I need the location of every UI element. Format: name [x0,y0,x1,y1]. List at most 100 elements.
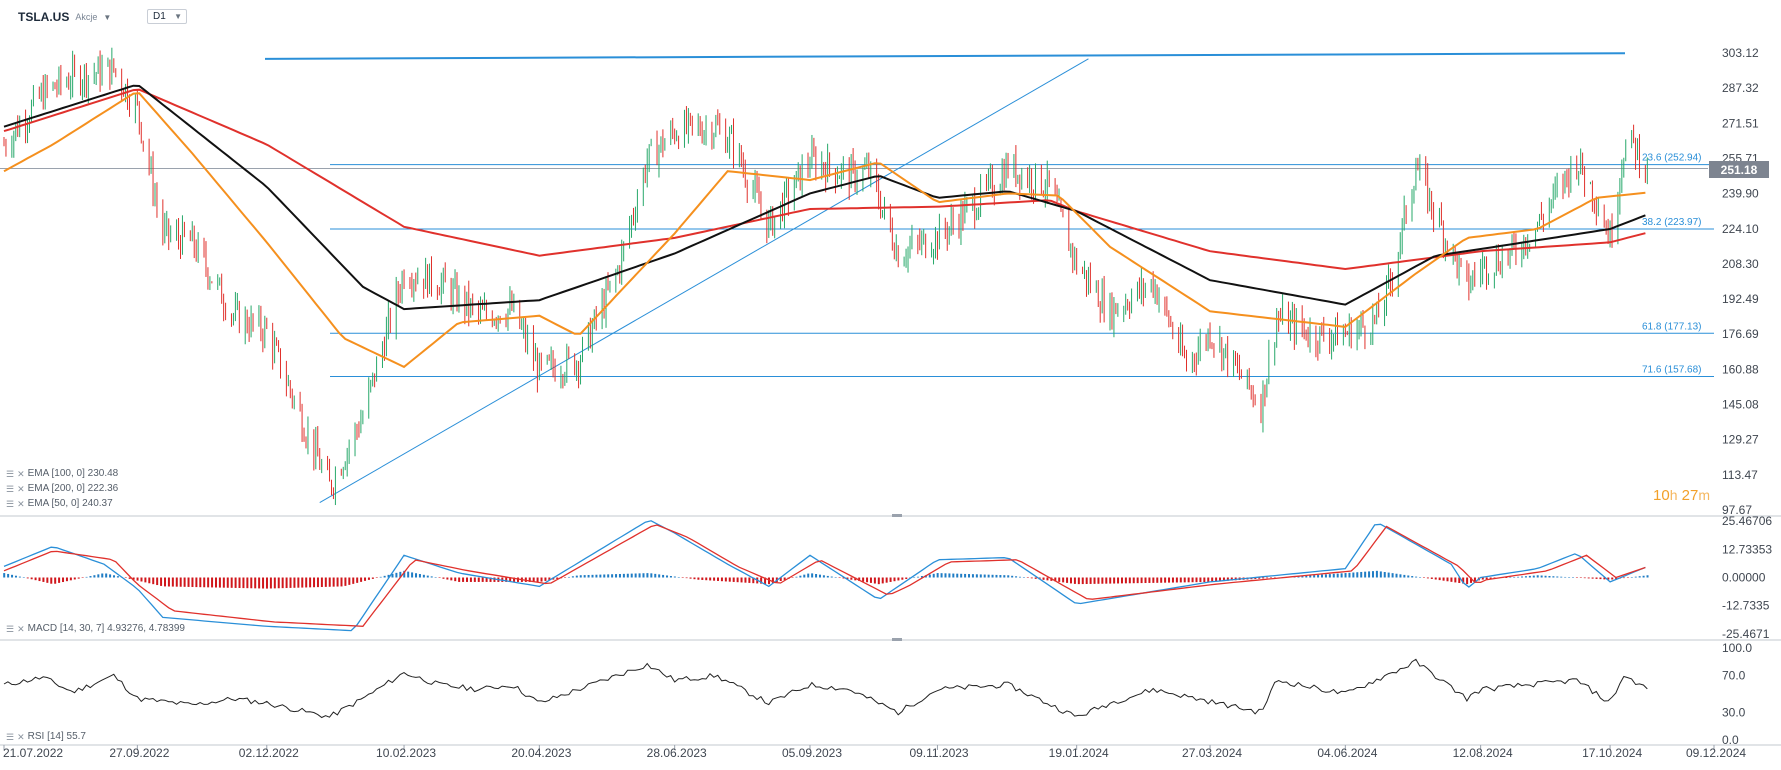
macd-histogram-bar [971,574,974,578]
macd-histogram-bar [203,577,206,588]
macd-histogram-bar [11,574,14,578]
macd-histogram-bar [352,577,355,584]
macd-histogram-bar [65,577,68,582]
macd-line [3,520,1646,632]
macd-histogram-bar [854,577,857,581]
macd-histogram-bar [1211,577,1214,582]
close-icon[interactable]: ✕ [17,499,25,509]
chevron-down-icon[interactable]: ▼ [103,12,112,22]
macd-histogram-bar [214,577,217,588]
timeframe-select[interactable]: D1 ▼ [147,9,187,24]
macd-histogram-bar [618,573,621,578]
macd-histogram-bar [269,577,272,589]
macd-histogram-bar [418,574,421,578]
macd-histogram-bar [1266,577,1269,579]
candle-countdown: 10h 27m [1653,487,1710,504]
macd-histogram-bar [732,577,735,582]
close-icon[interactable]: ✕ [17,732,25,742]
list-icon[interactable]: ☰ [6,732,15,742]
macd-histogram-bar [1622,577,1625,579]
macd-histogram-bar [422,574,425,578]
macd-histogram-bar [183,577,186,587]
macd-histogram-bar [952,573,955,578]
macd-histogram-bar [803,574,806,578]
x-tick-label: 02.12.2022 [239,746,299,760]
indicator-legend-ema50: ☰ ✕ EMA [50, 0] 240.37 [6,498,113,510]
macd-histogram-bar [1309,575,1312,578]
macd-histogram-bar [489,577,492,582]
list-icon[interactable]: ☰ [6,499,15,509]
macd-histogram-bar [1262,577,1265,579]
macd-histogram-bar [3,573,6,578]
macd-histogram-bar [1489,577,1492,579]
macd-histogram-bar [544,577,547,581]
macd-histogram-bar [399,571,402,578]
macd-histogram-bar [364,577,367,581]
macd-histogram-bar [571,576,574,578]
macd-histogram-bar [1113,577,1116,584]
macd-histogram-bar [1101,577,1104,584]
x-tick-label: 12.08.2024 [1453,746,1513,760]
symbol-label[interactable]: TSLA.US [18,10,70,24]
macd-histogram-bar [144,577,147,583]
macd-histogram-bar [54,577,57,584]
macd-histogram-bar [673,576,676,578]
list-icon[interactable]: ☰ [6,624,15,634]
chevron-down-icon[interactable]: ▼ [174,12,182,21]
x-tick-label: 05.09.2023 [782,746,842,760]
price-tick-label: 271.51 [1722,116,1759,130]
macd-histogram-bar [336,577,339,587]
macd-histogram-bar [1458,577,1461,583]
macd-histogram-bar [1222,577,1225,582]
macd-histogram-bar [1603,577,1606,580]
macd-histogram-bar [14,575,17,578]
macd-histogram-bar [258,577,261,589]
macd-histogram-bar [858,577,861,581]
macd-histogram-bar [238,577,241,589]
last-price-value: 251.18 [1720,162,1758,177]
macd-histogram-bar [1387,572,1390,578]
resistance-line [264,52,1626,60]
macd-histogram-bar [1183,577,1186,583]
macd-histogram-bar [1215,577,1218,582]
macd-histogram-bar [379,576,382,578]
list-icon[interactable]: ☰ [6,484,15,494]
macd-histogram-bar [975,574,978,578]
macd-histogram-bar [356,577,359,583]
macd-histogram-bar [411,572,414,578]
macd-histogram-bar [642,573,645,578]
macd-histogram-bar [701,577,704,580]
macd-histogram-bar [689,577,692,579]
macd-histogram-bar [175,577,178,587]
macd-histogram-bar [1383,572,1386,578]
x-tick-label: 27.03.2024 [1182,746,1242,760]
close-icon[interactable]: ✕ [17,484,25,494]
macd-histogram-bar [320,577,323,587]
macd-histogram-bar [371,577,374,579]
macd-histogram-bar [936,573,939,578]
macd-histogram-bar [250,577,253,589]
rsi-line [3,658,1648,719]
ema100-line [3,84,1646,311]
macd-histogram-bar [481,577,484,582]
list-icon[interactable]: ☰ [6,469,15,479]
macd-histogram-bar [1270,577,1273,578]
rsi-tick-label: 30.0 [1722,705,1746,719]
macd-histogram-bar [940,573,943,578]
macd-histogram-bar [116,576,119,578]
macd-histogram-bar [1144,577,1147,584]
close-icon[interactable]: ✕ [17,469,25,479]
macd-histogram-bar [140,577,143,582]
macd-histogram-bar [1332,573,1335,578]
close-icon[interactable]: ✕ [17,624,25,634]
macd-histogram-bar [893,577,896,582]
macd-histogram-bar [1599,577,1602,580]
indicator-legend-ema200: ☰ ✕ EMA [200, 0] 222.36 [6,483,118,495]
macd-histogram-bar [1015,576,1018,578]
macd-histogram-bar [1191,577,1194,583]
macd-histogram-bar [1273,577,1276,578]
macd-histogram-bar [1207,577,1210,582]
timer-hours-unit: h [1669,487,1678,503]
macd-histogram-bar [1438,577,1441,581]
